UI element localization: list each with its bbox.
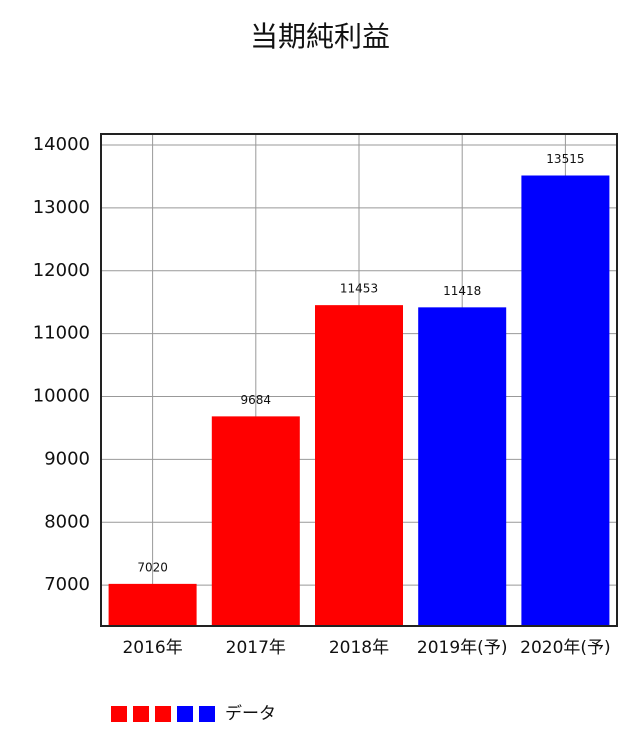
legend-label: データ (225, 703, 276, 724)
bar (521, 175, 610, 627)
data-label: 9684 (241, 393, 272, 407)
y-tick-label: 7000 (44, 574, 90, 595)
chart-title: 当期純利益 (250, 20, 390, 53)
plot-frame (100, 133, 618, 627)
x-tick-label: 2019年(予) (417, 638, 508, 658)
data-label: 13515 (546, 152, 584, 166)
legend-swatch (177, 706, 193, 722)
y-tick-label: 12000 (33, 260, 90, 281)
bar (418, 307, 507, 626)
y-tick-label: 14000 (33, 134, 90, 155)
y-tick-label: 10000 (33, 386, 90, 407)
y-tick-label: 13000 (33, 197, 90, 218)
bar (211, 416, 300, 626)
x-tick-label: 2020年(予) (520, 638, 611, 658)
data-label: 11453 (340, 282, 378, 296)
y-tick-label: 8000 (44, 511, 90, 532)
data-label: 11418 (443, 284, 481, 298)
legend-swatch (155, 706, 171, 722)
legend-swatch (133, 706, 149, 722)
x-tick-label: 2018年 (329, 638, 389, 658)
data-label: 7020 (137, 560, 168, 574)
y-tick-label: 11000 (33, 323, 90, 344)
legend-swatch (111, 706, 127, 722)
x-tick-label: 2016年 (122, 638, 182, 658)
x-tick-label: 2017年 (226, 638, 286, 658)
bar (315, 305, 403, 626)
bar (108, 583, 197, 626)
y-tick-label: 9000 (44, 448, 90, 469)
legend-swatch (199, 706, 215, 722)
